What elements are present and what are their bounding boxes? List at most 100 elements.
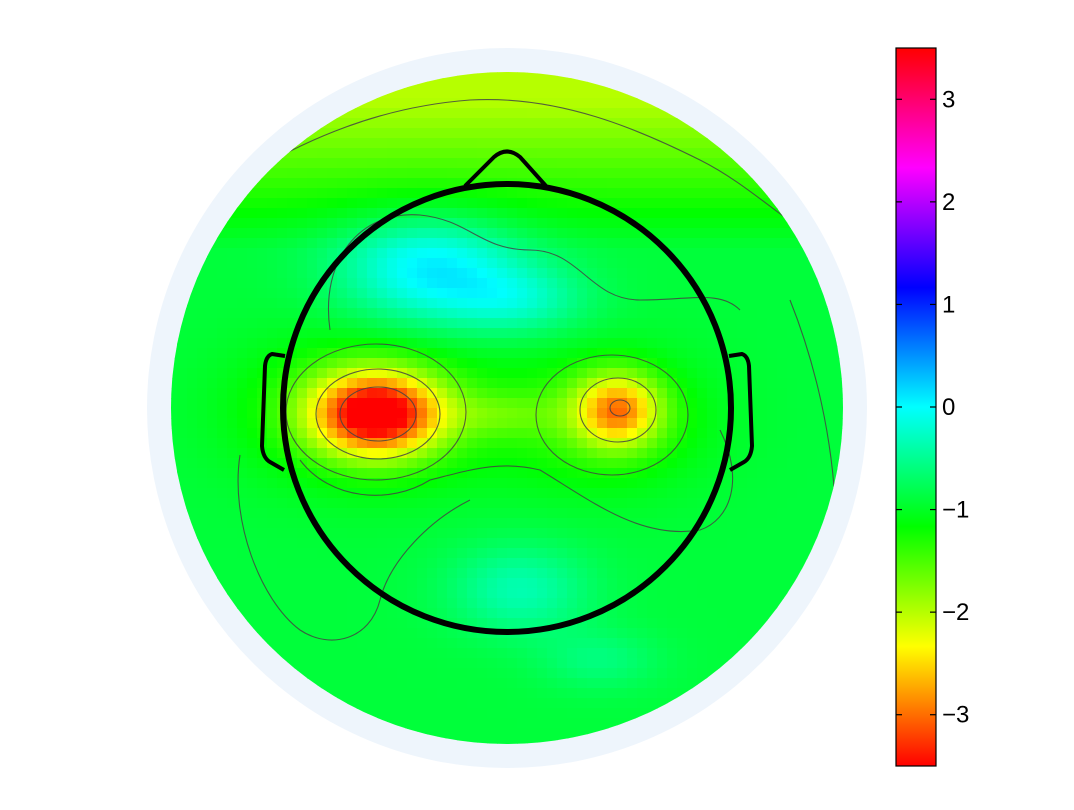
heatmap-cell [377,618,388,629]
heatmap-cell [417,188,428,199]
heatmap-cell [747,318,758,329]
heatmap-cell [547,478,558,489]
heatmap-cell [217,448,228,459]
heatmap-cell [617,638,628,649]
heatmap-cell [247,478,258,489]
heatmap-cell [357,648,368,659]
heatmap-cell [577,188,588,199]
heatmap-cell [417,238,428,249]
heatmap-cell [617,358,628,369]
heatmap-cell [827,448,838,459]
heatmap-cell [727,248,738,259]
heatmap-cell [637,148,648,159]
heatmap-cell [237,198,248,209]
heatmap-cell [487,408,498,419]
heatmap-cell [287,198,298,209]
heatmap-cell [557,518,568,529]
heatmap-cell [367,608,378,619]
heatmap-cell [287,408,298,419]
heatmap-cell [407,628,418,639]
heatmap-cell [447,238,458,249]
heatmap-cell [567,568,578,579]
heatmap-cell [657,628,668,639]
heatmap-cell [567,558,578,569]
heatmap-cell [617,478,628,489]
heatmap-cell [517,428,528,439]
heatmap-cell [447,468,458,479]
heatmap-cell [447,318,458,329]
heatmap-cell [377,638,388,649]
heatmap-cell [437,308,448,319]
heatmap-cell [667,128,678,139]
heatmap-cell [567,378,578,389]
heatmap-cell [587,548,598,559]
heatmap-cell [447,538,458,549]
heatmap-cell [277,438,288,449]
heatmap-cell [747,308,758,319]
heatmap-cell [507,738,518,744]
heatmap-cell [717,608,728,619]
heatmap-cell [657,508,668,519]
heatmap-cell [557,228,568,239]
heatmap-cell [637,168,648,179]
heatmap-cell [257,548,268,559]
heatmap-cell [347,558,358,569]
heatmap-cell [667,628,678,639]
heatmap-cell [277,558,288,569]
heatmap-cell [427,528,438,539]
heatmap-cell [527,678,538,689]
heatmap-cell [547,628,558,639]
heatmap-cell [227,378,238,389]
heatmap-cell [237,578,248,589]
heatmap-cell [587,298,598,309]
heatmap-cell [507,138,518,149]
heatmap-cell [777,228,788,239]
heatmap-cell [467,488,478,499]
heatmap-cell [427,298,438,309]
heatmap-cell [547,358,558,369]
heatmap-cell [377,178,388,189]
heatmap-cell [497,638,508,649]
heatmap-cell [317,518,328,529]
heatmap-cell [567,468,578,479]
heatmap-cell [187,448,198,459]
heatmap-cell [517,128,528,139]
heatmap-cell [757,508,768,519]
heatmap-cell [357,488,368,499]
heatmap-cell [737,358,748,369]
heatmap-cell [377,348,388,359]
heatmap-cell [277,238,288,249]
heatmap-cell [777,478,788,489]
heatmap-cell [727,638,738,649]
heatmap-cell [527,508,538,519]
heatmap-cell [447,268,458,279]
heatmap-cell [257,308,268,319]
heatmap-cell [171,418,178,429]
heatmap-cell [687,668,698,679]
heatmap-cell [417,258,428,269]
heatmap-cell [227,468,238,479]
heatmap-cell [467,638,478,649]
heatmap-cell [567,438,578,449]
heatmap-cell [817,338,828,349]
heatmap-cell [547,498,558,509]
heatmap-cell [617,198,628,209]
heatmap-cell [397,318,408,329]
heatmap-cell [207,428,218,439]
heatmap-cell [487,378,498,389]
heatmap-cell [817,418,828,429]
heatmap-cell [647,148,658,159]
heatmap-cell [447,108,458,119]
heatmap-cell [307,268,318,279]
heatmap-cell [317,358,328,369]
heatmap-cell [817,368,828,379]
heatmap-cell [347,108,358,119]
heatmap-cell [237,458,248,469]
heatmap-cell [567,118,578,129]
heatmap-cell [597,668,608,679]
heatmap-cell [477,708,488,719]
heatmap-cell [427,368,438,379]
heatmap-cell [567,158,578,169]
heatmap-cell [787,538,798,549]
heatmap-cell [247,388,258,399]
